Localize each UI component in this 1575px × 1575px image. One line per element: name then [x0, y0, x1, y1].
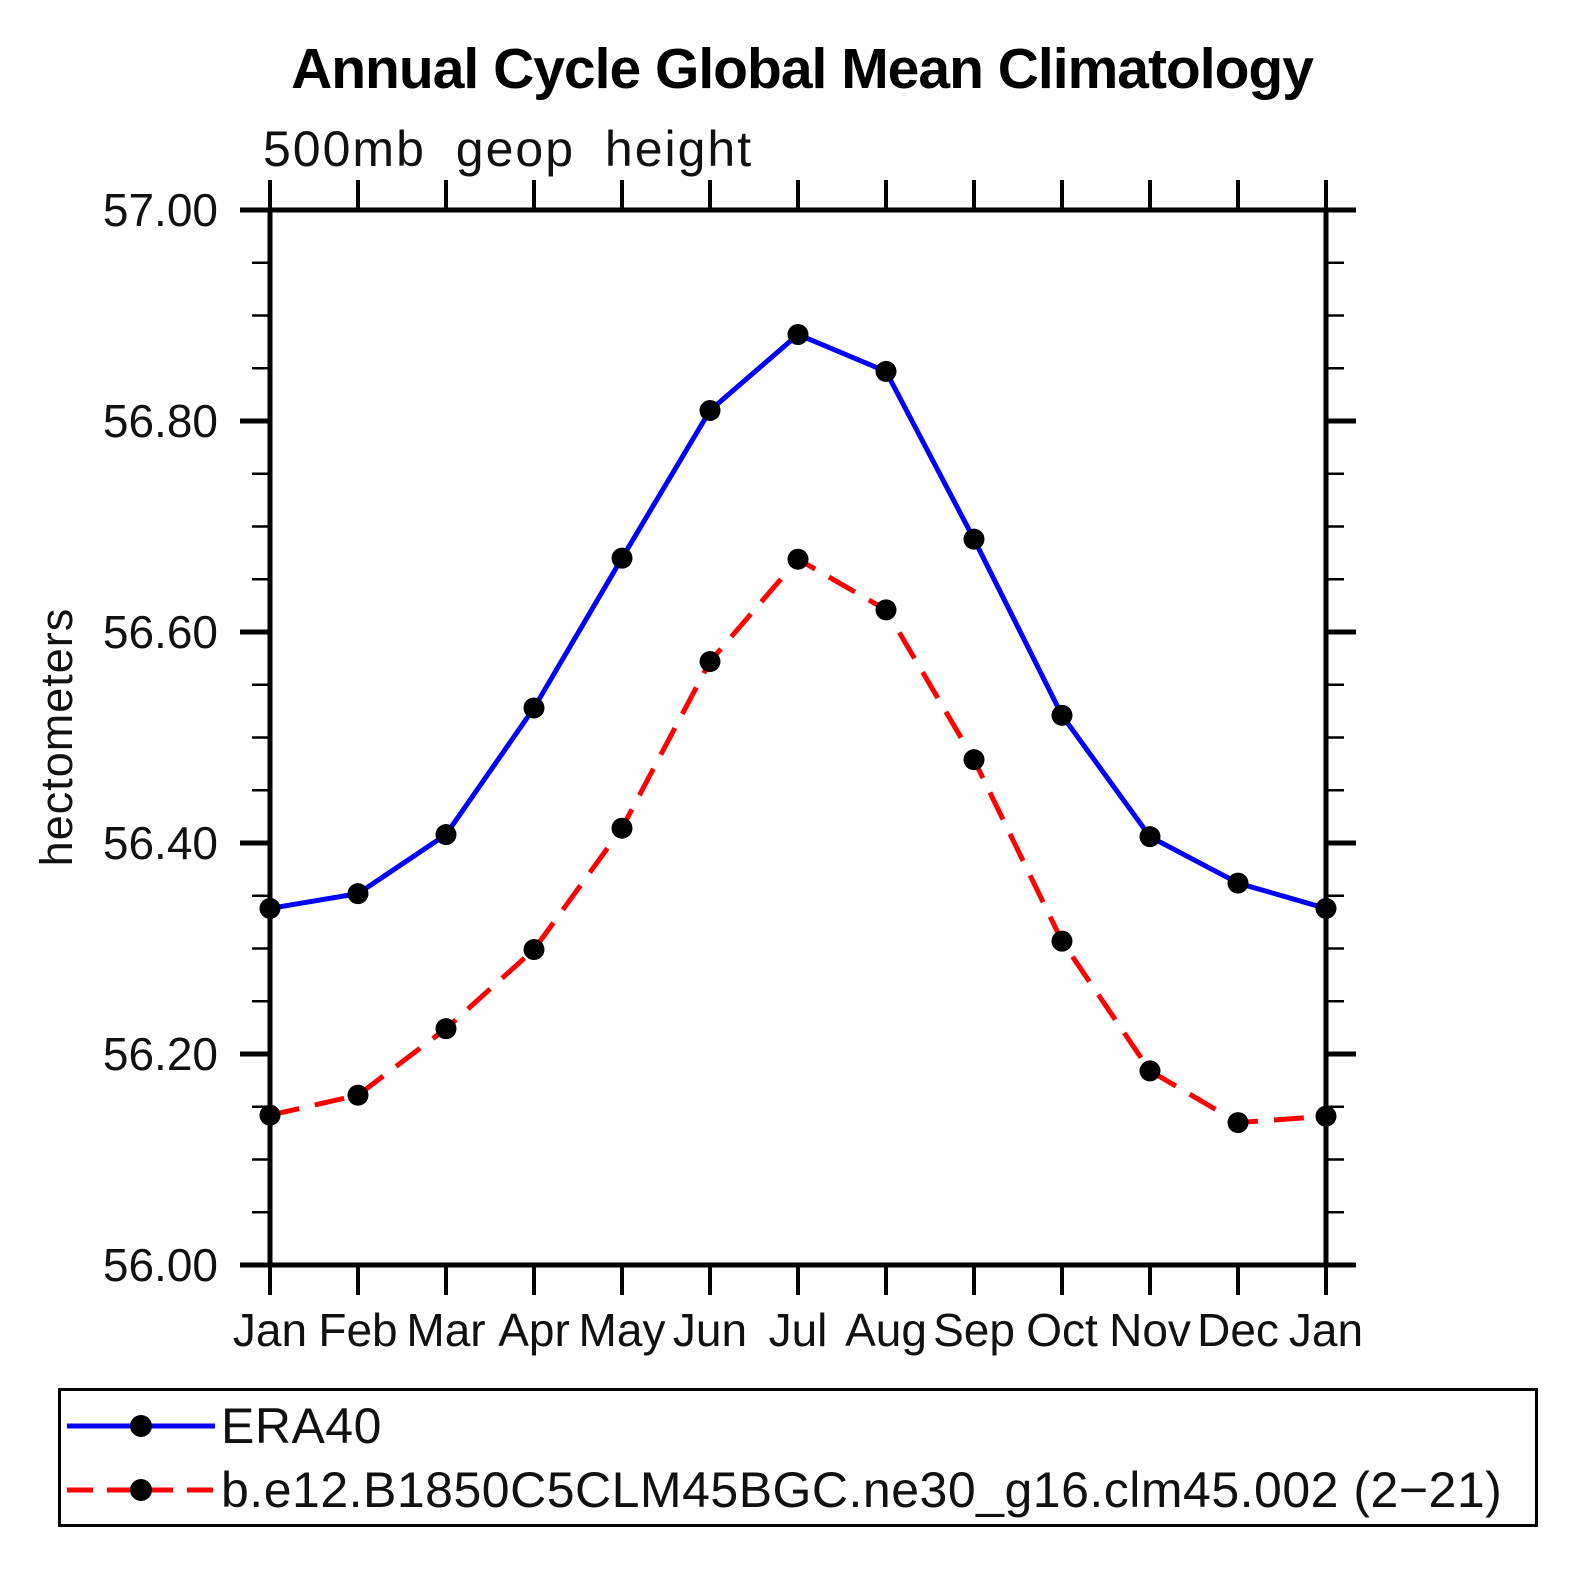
- y-minor-ticks: [252, 261, 1344, 1214]
- plot-border: [267, 207, 1329, 1268]
- data-point-marker: [523, 939, 545, 961]
- x-tick-label: Aug: [845, 1304, 927, 1356]
- y-tick-label: 56.00: [103, 1239, 218, 1291]
- legend-item-model: b.e12.B1850C5CLM45BGC.ne30_g16.clm45.002…: [61, 1462, 1535, 1518]
- y-tick-label: 56.60: [103, 606, 218, 658]
- y-tick-label: 57.00: [103, 184, 218, 236]
- data-point-marker: [1139, 826, 1161, 848]
- data-point-marker: [1227, 872, 1249, 894]
- data-point-marker: [347, 1084, 369, 1106]
- series-line-0: [269, 331, 1327, 911]
- data-point-marker: [787, 323, 809, 345]
- x-tick-label: Mar: [406, 1304, 485, 1356]
- data-point-marker: [875, 599, 897, 621]
- data-point-marker: [787, 548, 809, 570]
- series-markers-1: [259, 548, 1337, 1134]
- data-point-marker: [435, 1018, 457, 1040]
- data-point-marker: [963, 749, 985, 771]
- legend-key-solid-line-icon: [67, 1414, 215, 1437]
- y-tick-label: 56.80: [103, 395, 218, 447]
- x-tick-label: May: [579, 1304, 666, 1356]
- x-tick-label: Nov: [1109, 1304, 1191, 1356]
- data-point-marker: [259, 897, 281, 919]
- x-tick-label: Jul: [769, 1304, 828, 1356]
- chart-title: Annual Cycle Global Mean Climatology: [291, 37, 1314, 101]
- y-tick-label: 56.20: [103, 1028, 218, 1080]
- y-major-ticks: 56.00 56.20 56.40 56.60 56.80 57.00: [103, 184, 1356, 1291]
- data-point-marker: [1051, 930, 1073, 952]
- data-point-marker: [699, 651, 721, 673]
- chart-subtitle: 500mb geop height: [263, 121, 754, 177]
- series-markers-0: [259, 323, 1337, 919]
- x-tick-label: Apr: [498, 1304, 570, 1356]
- x-tick-label: Jun: [673, 1304, 747, 1356]
- legend-label-era40: ERA40: [221, 1397, 382, 1454]
- data-point-marker: [699, 399, 721, 421]
- data-point-marker: [1139, 1060, 1161, 1082]
- x-tick-label: Jan: [1289, 1304, 1363, 1356]
- x-tick-label: Oct: [1026, 1304, 1098, 1356]
- data-point-marker: [1051, 704, 1073, 726]
- data-point-marker: [1227, 1112, 1249, 1134]
- legend-label-model: b.e12.B1850C5CLM45BGC.ne30_g16.clm45.002…: [221, 1461, 1503, 1518]
- data-point-marker: [1315, 897, 1337, 919]
- x-tick-label: Feb: [318, 1304, 397, 1356]
- data-point-marker: [259, 1104, 281, 1126]
- data-point-marker: [963, 528, 985, 550]
- legend-item-era40: ERA40: [61, 1398, 1535, 1454]
- data-point-marker: [611, 817, 633, 839]
- x-tick-label: Dec: [1197, 1304, 1279, 1356]
- legend-key-dashed-line-icon: [67, 1478, 215, 1501]
- x-tick-label: Jan: [233, 1304, 307, 1356]
- x-ticks: Jan Feb Mar Apr May Jun Jul Aug Sep Oct Nov Dec Jan: [233, 180, 1363, 1356]
- data-point-marker: [1315, 1105, 1337, 1127]
- y-tick-label: 56.40: [103, 817, 218, 869]
- data-point-marker: [875, 360, 897, 382]
- data-point-marker: [347, 883, 369, 905]
- legend: ERA40 b.e12.B1850C5CLM45BGC.ne30_g16.clm…: [58, 1388, 1538, 1527]
- x-tick-label: Sep: [933, 1304, 1015, 1356]
- data-point-marker: [523, 697, 545, 719]
- data-point-marker: [435, 824, 457, 846]
- data-point-marker: [611, 547, 633, 569]
- series-line-1: [269, 556, 1327, 1126]
